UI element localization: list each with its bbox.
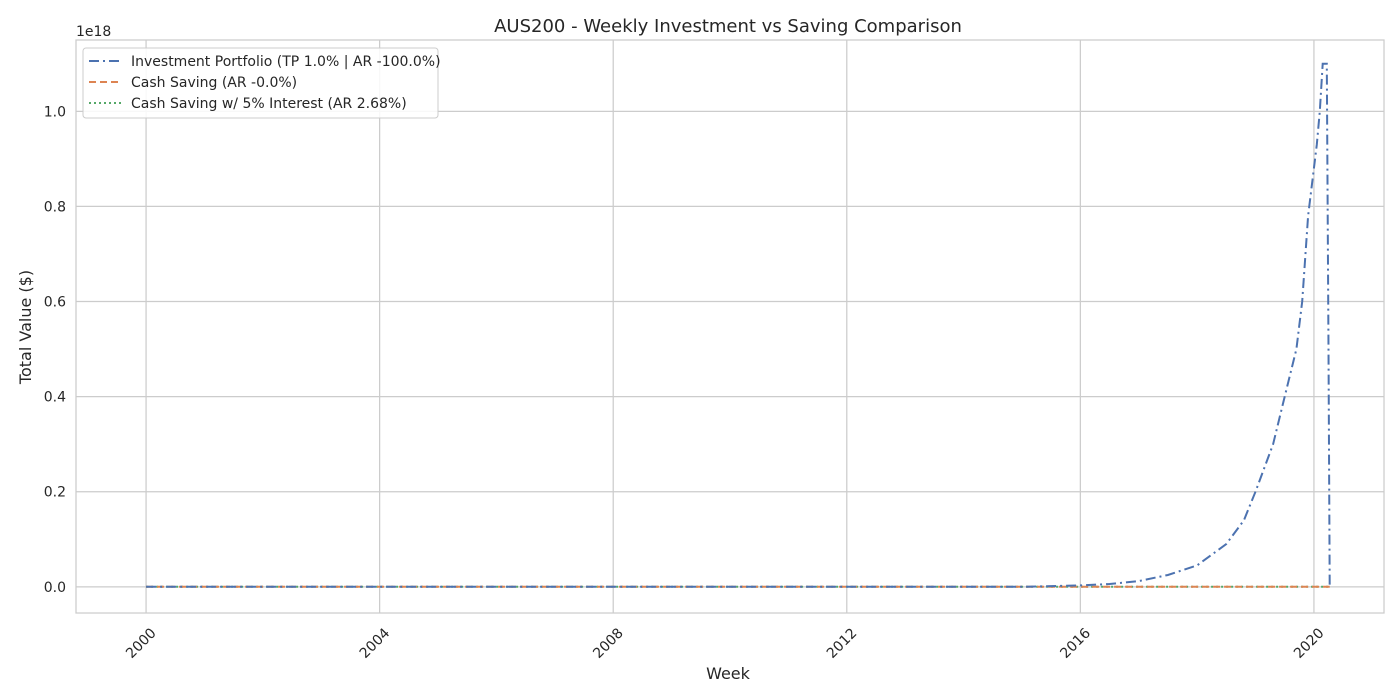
legend-entry: Cash Saving w/ 5% Interest (AR 2.68%) (131, 96, 407, 112)
y-tick-label: 0.2 (44, 485, 66, 501)
grid-lines (76, 40, 1384, 613)
y-tick-label: 0.4 (44, 390, 66, 406)
chart-title: AUS200 - Weekly Investment vs Saving Com… (494, 16, 962, 37)
x-axis-ticks: 2000 2004 2008 2012 2016 2020 (123, 625, 1327, 662)
y-offset-label: 1e18 (76, 24, 111, 40)
legend-box (82, 47, 439, 119)
x-tick-label: 2016 (1057, 625, 1094, 662)
y-axis-ticks: 0.0 0.2 0.4 0.6 0.8 1.0 (44, 104, 66, 596)
legend-entry: Cash Saving (AR -0.0%) (131, 75, 297, 91)
x-tick-label: 2004 (357, 625, 394, 662)
legend: Investment Portfolio (TP 1.0% | AR -100.… (82, 47, 441, 119)
x-tick-label: 2000 (123, 625, 160, 662)
x-tick-label: 2020 (1291, 625, 1328, 662)
plot-frame (75, 39, 1385, 614)
x-axis-label: Week (706, 664, 751, 683)
y-tick-label: 1.0 (44, 104, 66, 120)
y-tick-label: 0.6 (44, 295, 66, 311)
plot-area (146, 62, 1331, 588)
x-tick-label: 2012 (824, 625, 861, 662)
legend-entry: Investment Portfolio (TP 1.0% | AR -100.… (131, 54, 441, 70)
x-tick-label: 2008 (590, 625, 627, 662)
y-tick-label: 0.0 (44, 580, 66, 596)
series-line (146, 62, 1331, 588)
y-axis-label: Total Value ($) (16, 270, 35, 385)
y-tick-label: 0.8 (44, 199, 66, 215)
